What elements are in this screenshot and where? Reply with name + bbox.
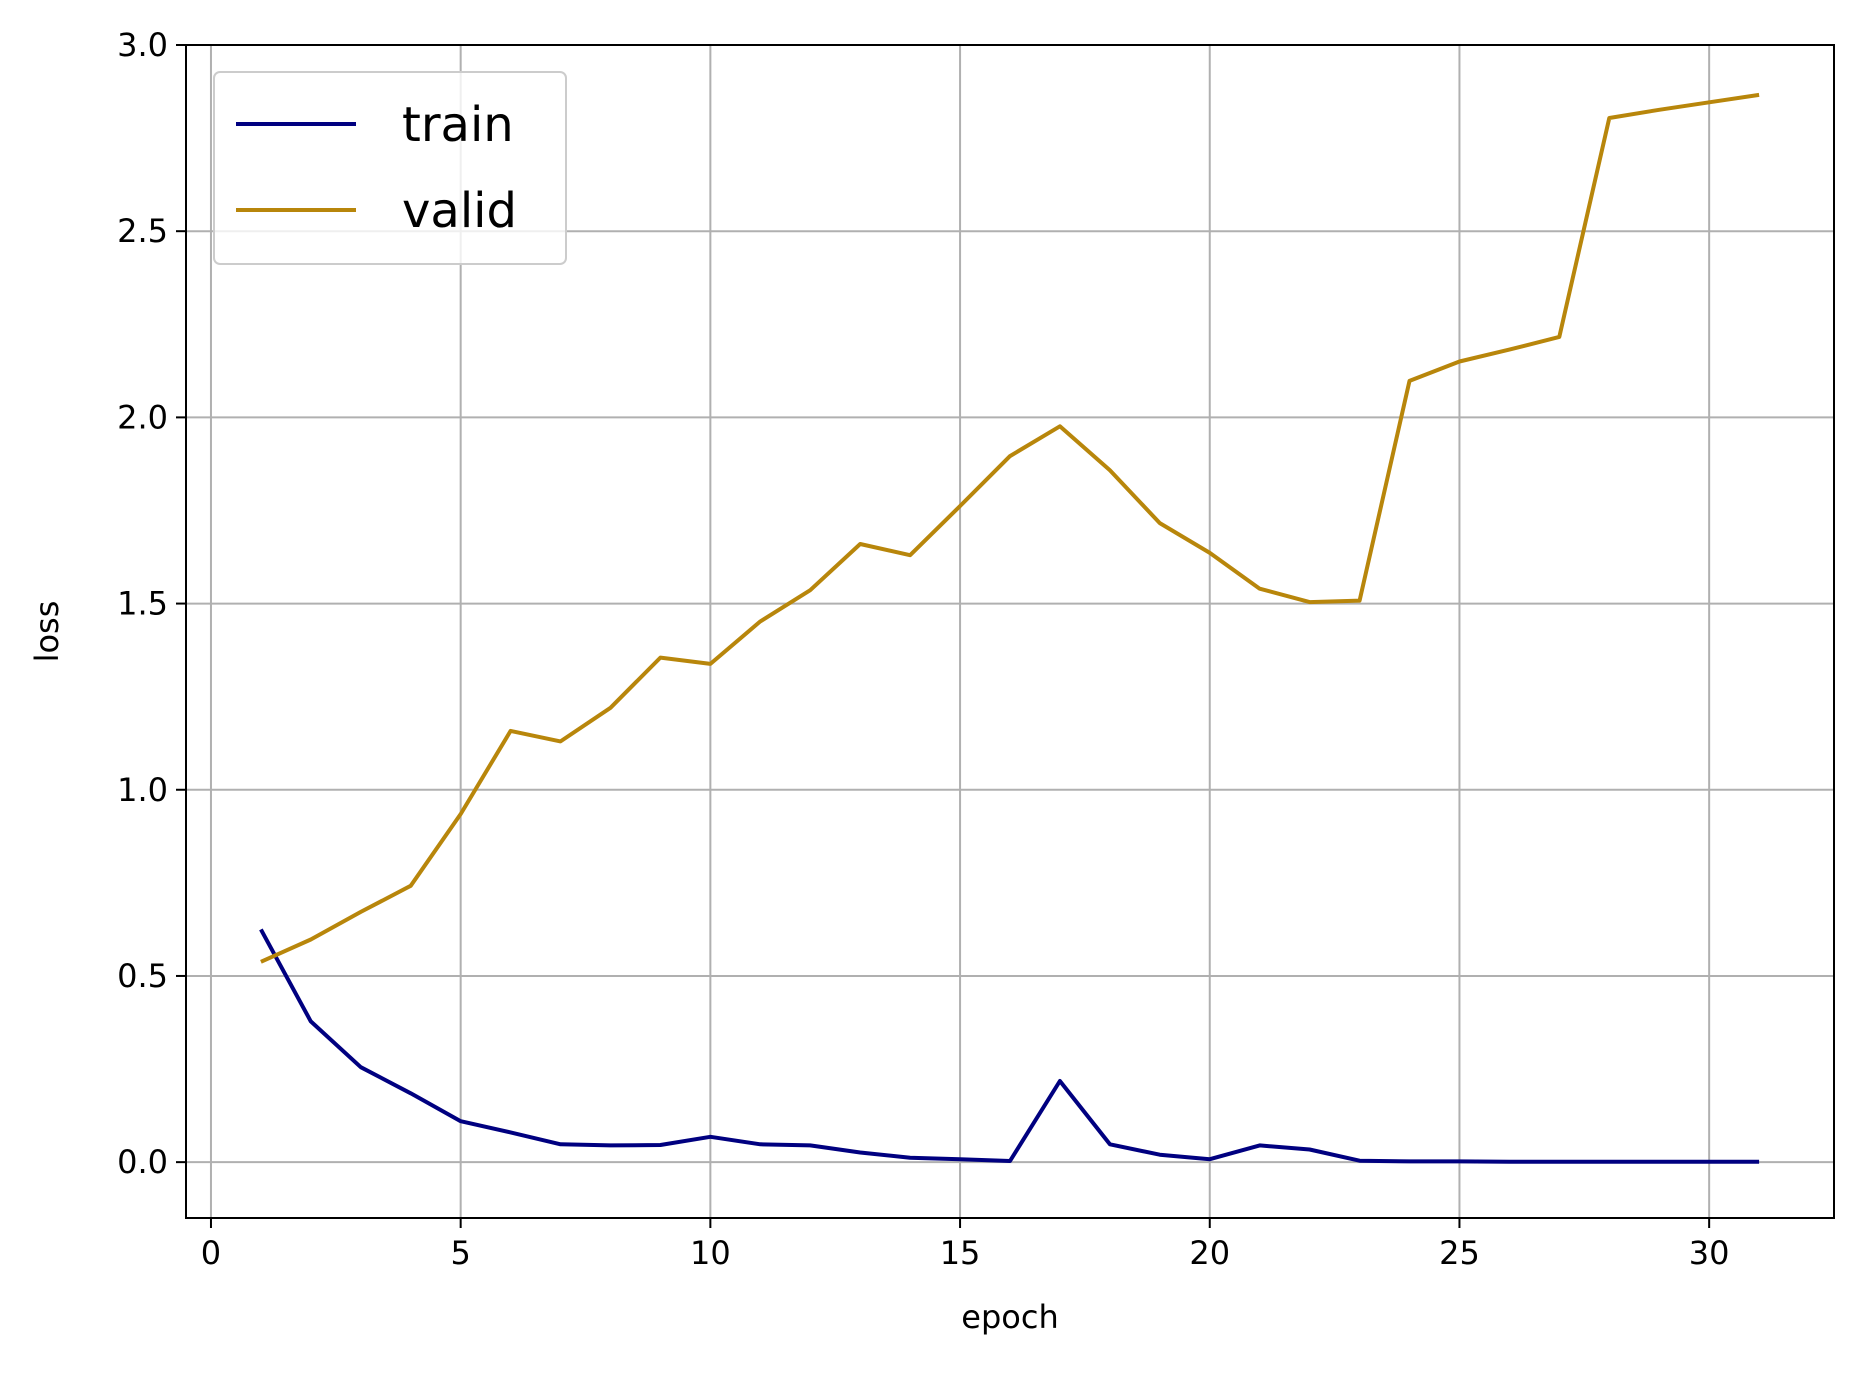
x-tick-label: 10 [690,1234,731,1272]
x-tick-label: 25 [1439,1234,1480,1272]
x-tick-label: 30 [1689,1234,1730,1272]
legend-label-train: train [402,97,514,153]
series-line-train [259,928,1760,1164]
series-line-valid [260,92,1760,964]
x-axis-label: epoch [961,1298,1058,1336]
x-tick-label: 5 [450,1234,470,1272]
legend-box [213,71,567,265]
series-layer [259,92,1760,1164]
x-tick-label: 15 [940,1234,981,1272]
y-tick-label: 1.0 [117,771,168,809]
ticks-layer: 0 5 10 15 20 25 30 0.0 0.5 1.0 1.5 2.0 2.5 3.0 [117,26,1729,1272]
x-tick-label: 0 [201,1234,221,1272]
y-tick-label: 3.0 [117,26,168,64]
y-axis-label: loss [28,601,66,663]
plot-frame [185,44,1835,1219]
y-tick-label: 0.5 [117,957,168,995]
x-tick-label: 20 [1189,1234,1230,1272]
y-tick-label: 1.5 [117,585,168,623]
legend-label-valid: valid [402,183,517,239]
y-tick-label: 2.0 [117,398,168,436]
legend: train valid [213,71,567,265]
y-tick-label: 2.5 [117,212,168,250]
y-tick-label: 0.0 [117,1143,168,1181]
